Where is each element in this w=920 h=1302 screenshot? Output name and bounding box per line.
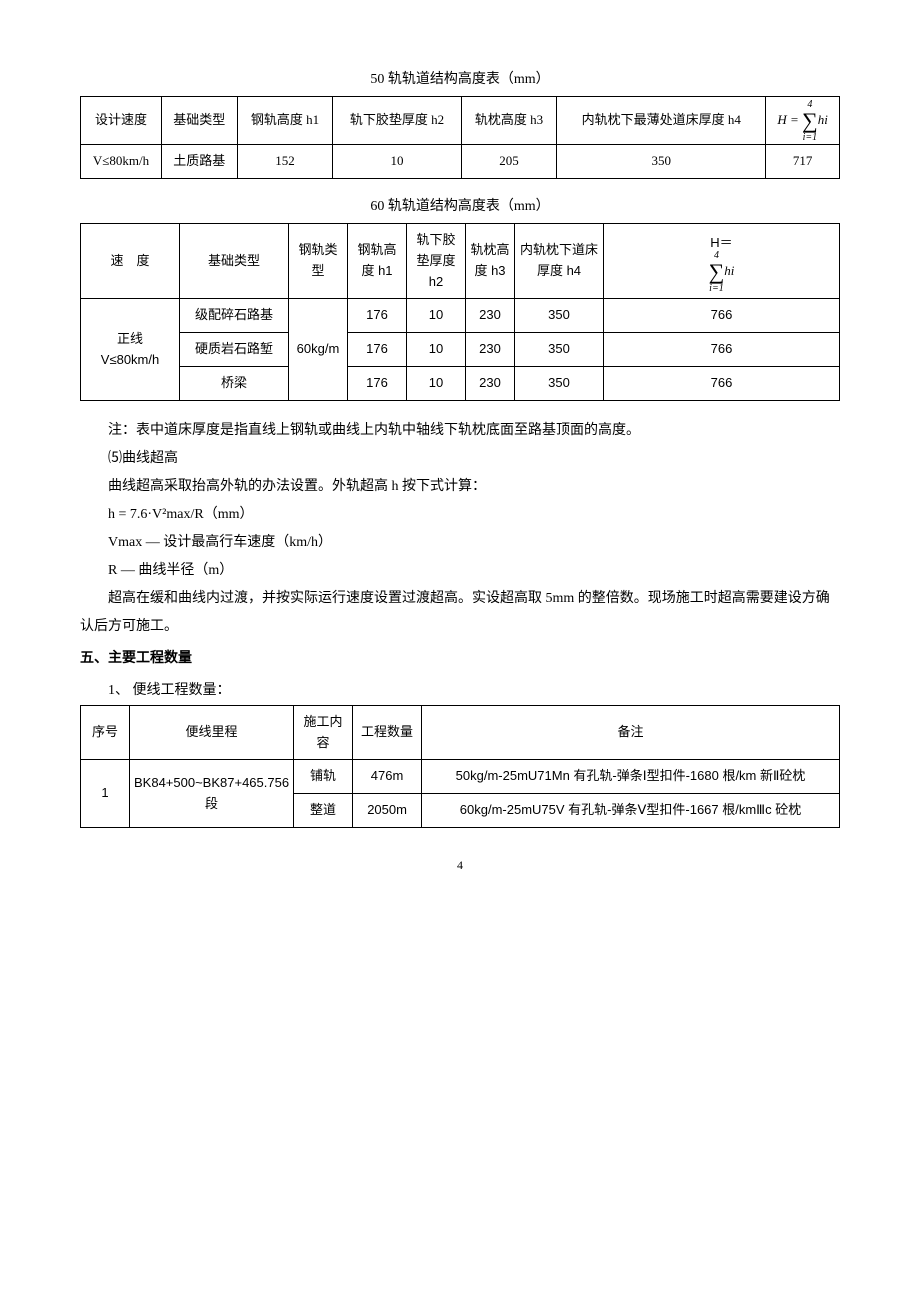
col-header: 钢轨类型 <box>289 223 348 298</box>
formula-prefix: H = <box>777 112 802 127</box>
col-header: 轨枕高度 h3 <box>461 97 557 145</box>
col-header: 基础类型 <box>180 223 289 298</box>
cell: 176 <box>348 366 407 400</box>
table1: 设计速度 基础类型 钢轨高度 h1 轨下胶垫厚度 h2 轨枕高度 h3 内轨枕下… <box>80 96 840 179</box>
cell: 桥梁 <box>180 366 289 400</box>
sub-heading: 1、 便线工程数量： <box>80 677 840 705</box>
note-text: R — 曲线半径（m） <box>80 557 840 585</box>
note-text: Vmax — 设计最高行车速度（km/h） <box>80 529 840 557</box>
cell-speed: 正线 V≤80km/h <box>81 299 180 400</box>
col-header: 轨枕高度 h3 <box>466 223 515 298</box>
col-header-formula: H＝ 4∑i=1hi <box>604 223 840 298</box>
cell: 350 <box>557 145 766 179</box>
table-row: 正线 V≤80km/h 级配碎石路基 60kg/m 176 10 230 350… <box>81 299 840 333</box>
cell: 350 <box>515 299 604 333</box>
cell: V≤80km/h <box>81 145 162 179</box>
col-header: 施工内容 <box>294 705 353 760</box>
cell: 176 <box>348 299 407 333</box>
table1-title: 50 轨轨道结构高度表（mm） <box>80 68 840 88</box>
col-header: 钢轨高度 h1 <box>348 223 407 298</box>
cell: 60kg/m-25mU75V 有孔轨-弹条Ⅴ型扣件-1667 根/kmⅢc 砼枕 <box>422 794 840 828</box>
cell: 230 <box>466 299 515 333</box>
cell: 766 <box>604 299 840 333</box>
section-heading: 五、主要工程数量 <box>80 645 840 673</box>
col-header: 内轨枕下最薄处道床厚度 h4 <box>557 97 766 145</box>
page-number: 4 <box>80 858 840 873</box>
cell: 50kg/m-25mU71Mn 有孔轨-弹条Ⅰ型扣件-1680 根/km 新Ⅱ砼… <box>422 760 840 794</box>
note-text: ⑸曲线超高 <box>80 445 840 473</box>
col-header: 钢轨高度 h1 <box>237 97 333 145</box>
cell: 整道 <box>294 794 353 828</box>
col-header: 速 度 <box>81 223 180 298</box>
cell: 土质路基 <box>161 145 237 179</box>
col-header-formula: H = 4∑i=1hi <box>766 97 840 145</box>
cell: 766 <box>604 366 840 400</box>
cell: 766 <box>604 333 840 367</box>
col-header: 备注 <box>422 705 840 760</box>
col-header: 基础类型 <box>161 97 237 145</box>
note-text: 曲线超高采取抬高外轨的办法设置。外轨超高 h 按下式计算： <box>80 473 840 501</box>
col-header: 工程数量 <box>353 705 422 760</box>
table-row: 速 度 基础类型 钢轨类型 钢轨高度 h1 轨下胶垫厚度 h2 轨枕高度 h3 … <box>81 223 840 298</box>
cell: 205 <box>461 145 557 179</box>
col-header: 轨下胶垫厚度 h2 <box>333 97 461 145</box>
cell: 176 <box>348 333 407 367</box>
table2: 速 度 基础类型 钢轨类型 钢轨高度 h1 轨下胶垫厚度 h2 轨枕高度 h3 … <box>80 223 840 401</box>
cell: 10 <box>407 366 466 400</box>
cell: 717 <box>766 145 840 179</box>
table-row: 设计速度 基础类型 钢轨高度 h1 轨下胶垫厚度 h2 轨枕高度 h3 内轨枕下… <box>81 97 840 145</box>
cell: 10 <box>407 299 466 333</box>
formula-text: h = 7.6·V²max/R（mm） <box>80 501 840 529</box>
cell: 10 <box>407 333 466 367</box>
cell: 476m <box>353 760 422 794</box>
cell: BK84+500~BK87+465.756 段 <box>130 760 294 828</box>
table-row: 序号 便线里程 施工内容 工程数量 备注 <box>81 705 840 760</box>
cell: 230 <box>466 366 515 400</box>
cell: 152 <box>237 145 333 179</box>
col-header: 便线里程 <box>130 705 294 760</box>
cell: 铺轨 <box>294 760 353 794</box>
table-row: 硬质岩石路堑 176 10 230 350 766 <box>81 333 840 367</box>
table2-title: 60 轨轨道结构高度表（mm） <box>80 195 840 215</box>
col-header: 轨下胶垫厚度 h2 <box>407 223 466 298</box>
cell: 级配碎石路基 <box>180 299 289 333</box>
cell: 硬质岩石路堑 <box>180 333 289 367</box>
col-header: 序号 <box>81 705 130 760</box>
table3: 序号 便线里程 施工内容 工程数量 备注 1 BK84+500~BK87+465… <box>80 705 840 828</box>
note-text: 超高在缓和曲线内过渡，并按实际运行速度设置过渡超高。实设超高取 5mm 的整倍数… <box>80 585 840 641</box>
cell: 1 <box>81 760 130 828</box>
col-header: 内轨枕下道床厚度 h4 <box>515 223 604 298</box>
cell: 10 <box>333 145 461 179</box>
table-row: 1 BK84+500~BK87+465.756 段 铺轨 476m 50kg/m… <box>81 760 840 794</box>
cell-railtype: 60kg/m <box>289 299 348 400</box>
cell: 2050m <box>353 794 422 828</box>
table-row: 桥梁 176 10 230 350 766 <box>81 366 840 400</box>
cell: 230 <box>466 333 515 367</box>
table-row: V≤80km/h 土质路基 152 10 205 350 717 <box>81 145 840 179</box>
col-header: 设计速度 <box>81 97 162 145</box>
note-text: 注：表中道床厚度是指直线上钢轨或曲线上内轨中轴线下轨枕底面至路基顶面的高度。 <box>80 417 840 445</box>
cell: 350 <box>515 333 604 367</box>
cell: 350 <box>515 366 604 400</box>
